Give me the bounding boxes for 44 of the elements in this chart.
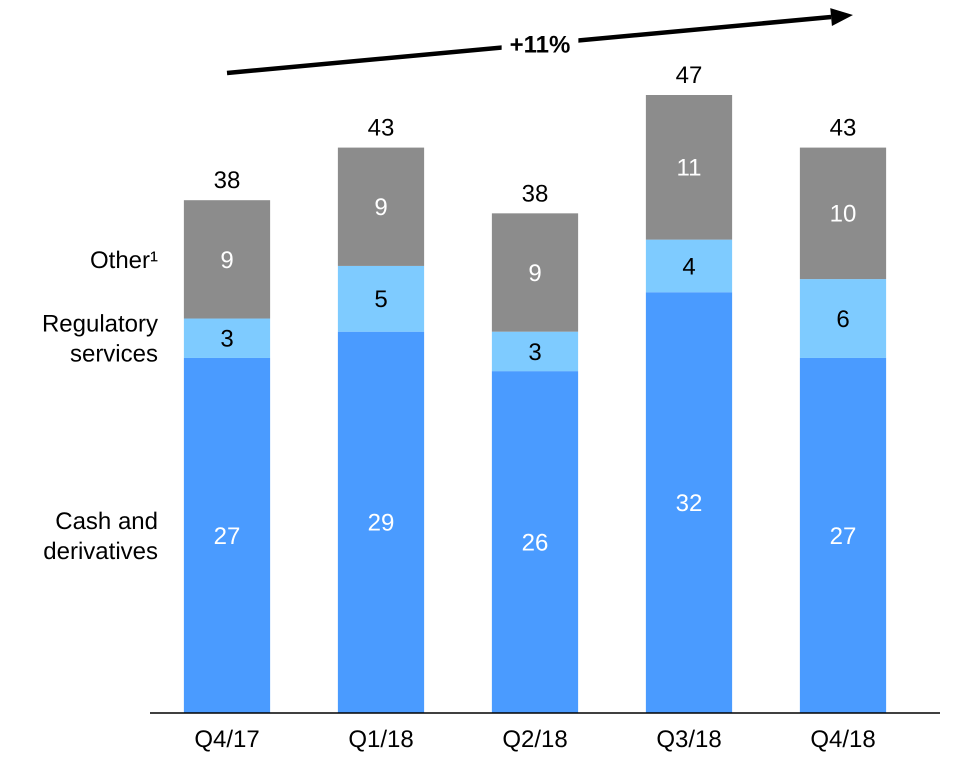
data-label: 6	[836, 306, 850, 333]
bar	[184, 200, 270, 319]
x-tick-label: Q4/18	[810, 726, 876, 754]
data-label: 10	[830, 200, 856, 228]
bar	[800, 148, 886, 280]
bar	[338, 148, 424, 266]
x-tick-label: Q2/18	[502, 726, 568, 754]
total-label: 47	[676, 62, 702, 89]
bar	[338, 332, 424, 713]
data-label: 11	[676, 154, 702, 182]
data-label: 4	[682, 253, 696, 280]
data-label: 3	[528, 338, 542, 366]
total-label: 38	[522, 180, 548, 208]
series-label: Cash and derivatives	[43, 508, 158, 565]
series-label: Other¹	[90, 246, 158, 274]
data-label: 9	[220, 246, 234, 274]
bar	[492, 213, 578, 332]
total-label: 43	[830, 114, 856, 142]
data-label: 29	[368, 510, 394, 537]
bar	[492, 332, 578, 372]
bar	[184, 318, 270, 358]
bar	[646, 95, 732, 240]
bar	[800, 358, 886, 713]
data-label: 5	[374, 286, 388, 314]
total-label: 38	[214, 167, 240, 194]
text: +11%	[510, 31, 570, 58]
data-label: 32	[676, 490, 702, 518]
bar	[646, 292, 732, 713]
data-label: 27	[214, 522, 240, 550]
data-label: 9	[374, 194, 388, 222]
data-label: 27	[830, 522, 856, 550]
data-label: 3	[220, 326, 234, 353]
data-label: 9	[528, 260, 542, 287]
x-tick-label: Q1/18	[348, 726, 414, 754]
x-tick-label: Q3/18	[656, 726, 722, 754]
bar	[492, 371, 578, 713]
bar	[800, 279, 886, 358]
x-tick-label: Q4/17	[194, 726, 260, 754]
bar	[646, 240, 732, 292]
total-label: 43	[368, 114, 394, 142]
series-label: Regulatory services	[42, 310, 158, 368]
bar	[184, 358, 270, 713]
data-label: 26	[522, 529, 548, 556]
bar	[338, 266, 424, 332]
